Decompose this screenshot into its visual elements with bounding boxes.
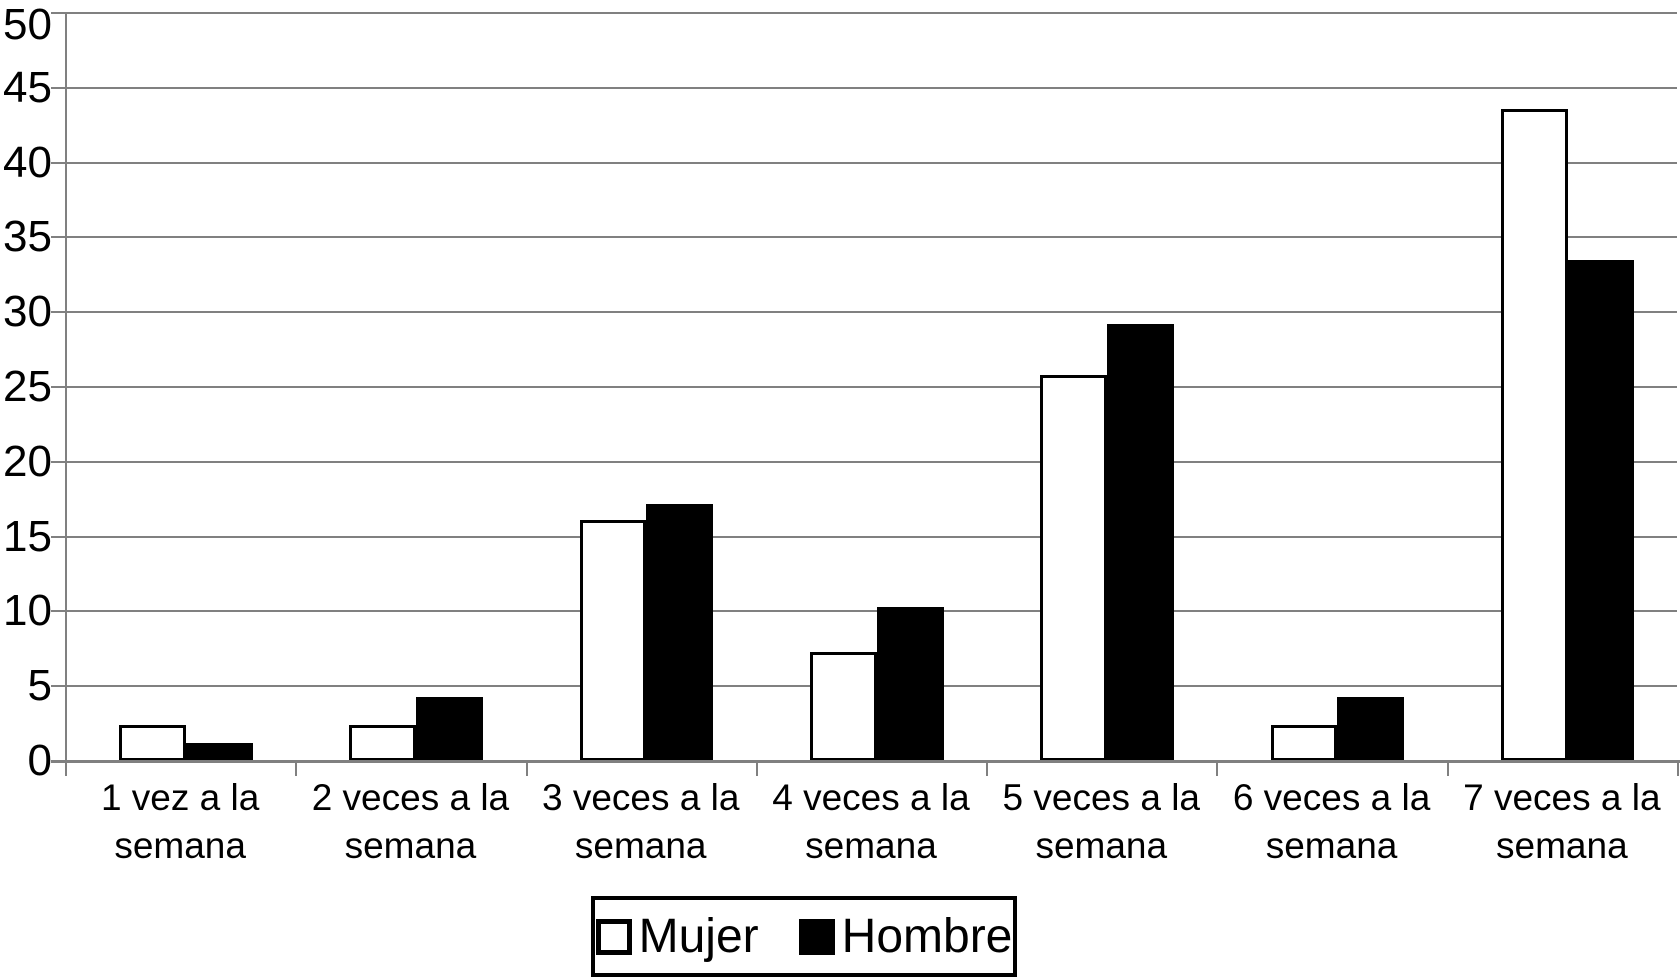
x-axis-line (51, 760, 1680, 763)
gridline-15 (65, 535, 1677, 538)
bar-mujer-2 (349, 725, 417, 761)
x-tick-1 (295, 761, 298, 776)
bar-mujer-1 (119, 725, 186, 761)
x-category-label-5: 5 veces a la semana (1002, 777, 1200, 866)
y-tick-30 (51, 311, 65, 314)
gridline-50 (65, 12, 1677, 14)
bar-hombre-6 (1337, 696, 1405, 761)
gridline-20 (65, 460, 1677, 463)
y-tick-35 (51, 236, 65, 239)
y-tick-label-15: 15 (3, 511, 52, 561)
y-tick-50 (51, 12, 65, 14)
bar-mujer-6 (1270, 725, 1338, 761)
x-tick-4 (986, 761, 989, 776)
x-tick-3 (755, 761, 758, 776)
x-category-label-6: 6 veces a la semana (1232, 777, 1431, 866)
x-category-label-7: 7 veces a la semana (1463, 777, 1661, 866)
bar-hombre-5 (1107, 324, 1174, 761)
x-category-label-2: 2 veces a la semana (311, 777, 510, 866)
gridline-25 (65, 386, 1677, 388)
y-tick-10 (51, 610, 65, 613)
y-tick-label-5: 5 (27, 661, 52, 711)
x-tick-0 (65, 761, 67, 776)
legend-swatch-mujer-icon (595, 918, 632, 955)
y-tick-45 (51, 86, 65, 89)
y-tick-label-35: 35 (3, 212, 52, 262)
legend-item-hombre: Hombre (798, 909, 1013, 963)
x-tick-6 (1446, 761, 1449, 776)
legend-label-hombre: Hombre (841, 909, 1013, 963)
y-tick-label-30: 30 (3, 287, 52, 337)
y-tick-label-50: 50 (3, 0, 52, 49)
x-category-label-4: 4 veces a la semana (772, 777, 970, 866)
x-tick-2 (525, 761, 528, 776)
gridline-40 (65, 161, 1677, 164)
legend-swatch-hombre-icon (798, 918, 835, 955)
x-tick-5 (1216, 761, 1219, 776)
bar-mujer-3 (579, 520, 647, 761)
legend-label-mujer: Mujer (638, 909, 759, 963)
bar-hombre-1 (185, 743, 253, 761)
bar-hombre-4 (876, 606, 944, 761)
bar-mujer-4 (809, 651, 877, 761)
bar-hombre-3 (646, 503, 714, 761)
y-tick-20 (51, 460, 65, 463)
y-tick-label-0: 0 (27, 736, 52, 785)
bar-mujer-5 (1040, 375, 1108, 761)
x-tick-7 (1677, 761, 1679, 776)
legend-item-mujer: Mujer (595, 909, 759, 963)
y-tick-label-40: 40 (3, 137, 52, 187)
gridline-10 (65, 610, 1677, 613)
plot-area (65, 12, 1677, 761)
gridline-35 (65, 236, 1677, 239)
bar-hombre-7 (1567, 259, 1635, 761)
y-tick-label-20: 20 (3, 436, 52, 486)
x-category-label-1: 1 vez a la semana (100, 777, 260, 866)
y-tick-25 (51, 386, 65, 388)
gridline-30 (65, 311, 1677, 314)
bar-mujer-7 (1500, 108, 1568, 761)
legend-box: Mujer Hombre (591, 896, 1017, 977)
x-category-label-3: 3 veces a la semana (541, 777, 740, 866)
y-tick-label-10: 10 (3, 586, 52, 636)
y-tick-5 (51, 685, 65, 688)
y-axis-line (65, 13, 67, 776)
bar-hombre-2 (416, 696, 483, 761)
y-tick-40 (51, 161, 65, 164)
gridline-45 (65, 86, 1677, 89)
y-tick-label-45: 45 (3, 62, 52, 112)
y-tick-label-25: 25 (3, 362, 52, 411)
y-tick-15 (51, 535, 65, 538)
